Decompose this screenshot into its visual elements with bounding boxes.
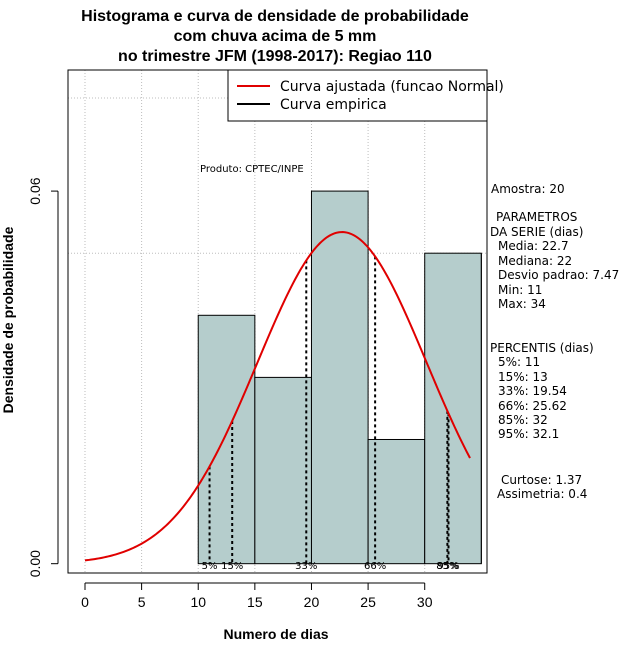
percentis-title: PERCENTIS (dias) (490, 341, 594, 355)
x-tick-label: 25 (360, 594, 376, 610)
sample-size: Amostra: 20 (491, 182, 565, 196)
product-annotation: Produto: CPTEC/INPE (200, 164, 304, 175)
chart-title-line-3: no trimestre JFM (1998-2017): Regiao 110 (118, 48, 432, 65)
chart-title-line-2: com chuva acima de 5 mm (174, 28, 377, 45)
chart-title-line-1: Histograma e curva de densidade de proba… (81, 8, 469, 25)
percentile-label: 85% (436, 561, 458, 572)
x-axis-title: Numero de dias (223, 626, 328, 642)
side-panel: Amostra: 20 PARAMETROS DA SERIE (dias) M… (490, 182, 619, 501)
param-desvio: Desvio padrao: 7.47 (498, 268, 619, 282)
percentil-66: 66%: 25.62 (498, 399, 567, 413)
x-tick-label: 5 (138, 594, 146, 610)
legend-label-empirical: Curva empirica (280, 97, 387, 113)
x-tick-label: 30 (417, 594, 433, 610)
legend-box (227, 69, 488, 122)
histogram-bar (367, 438, 426, 565)
percentile-label: 5% (202, 561, 218, 572)
x-axis: 0 5 10 15 20 25 30 (81, 582, 433, 610)
percentile-label: 15% (221, 561, 243, 572)
percentil-5: 5%: 11 (498, 355, 540, 369)
legend: Curva ajustada (funcao Normal) Curva emp… (227, 69, 504, 122)
bars-layer (197, 190, 482, 565)
param-min: Min: 11 (498, 283, 542, 297)
x-tick-label: 20 (304, 594, 320, 610)
x-tick-label: 0 (81, 594, 89, 610)
percentile-label: 95% (437, 561, 459, 572)
histogram-bar (310, 190, 369, 565)
param-media: Media: 22.7 (498, 239, 569, 253)
parameters-title-2: DA SERIE (dias) (490, 225, 583, 239)
percentil-33: 33%: 19.54 (498, 384, 567, 398)
curtose: Curtose: 1.37 (501, 473, 582, 487)
percentil-95: 95%: 32.1 (498, 427, 559, 441)
percentile-label: 33% (295, 561, 317, 572)
percentile-layer: 5% 15% 33% 66% 85%95% (202, 256, 460, 572)
histogram-bar (197, 314, 256, 565)
curve-layer (84, 231, 471, 562)
y-tick-label: 0.06 (27, 177, 43, 204)
percentil-85: 85%: 32 (498, 413, 548, 427)
assimetria: Assimetria: 0.4 (497, 487, 587, 501)
legend-label-normal: Curva ajustada (funcao Normal) (280, 79, 504, 95)
percentil-15: 15%: 13 (498, 370, 548, 384)
histogram-bar (424, 252, 482, 565)
y-axis-title: Densidade de probabilidade (0, 226, 16, 413)
y-axis: 0.00 0.06 (27, 177, 59, 577)
histogram-bar (254, 376, 312, 565)
percentile-label: 66% (364, 561, 386, 572)
param-max: Max: 34 (498, 297, 546, 311)
parameters-title-1: PARAMETROS (496, 210, 577, 224)
grid-layer (68, 70, 487, 573)
y-tick-label: 0.00 (27, 550, 43, 577)
x-tick-label: 10 (190, 594, 206, 610)
param-mediana: Mediana: 22 (498, 254, 572, 268)
x-tick-label: 15 (247, 594, 263, 610)
normal-curve (84, 231, 471, 562)
